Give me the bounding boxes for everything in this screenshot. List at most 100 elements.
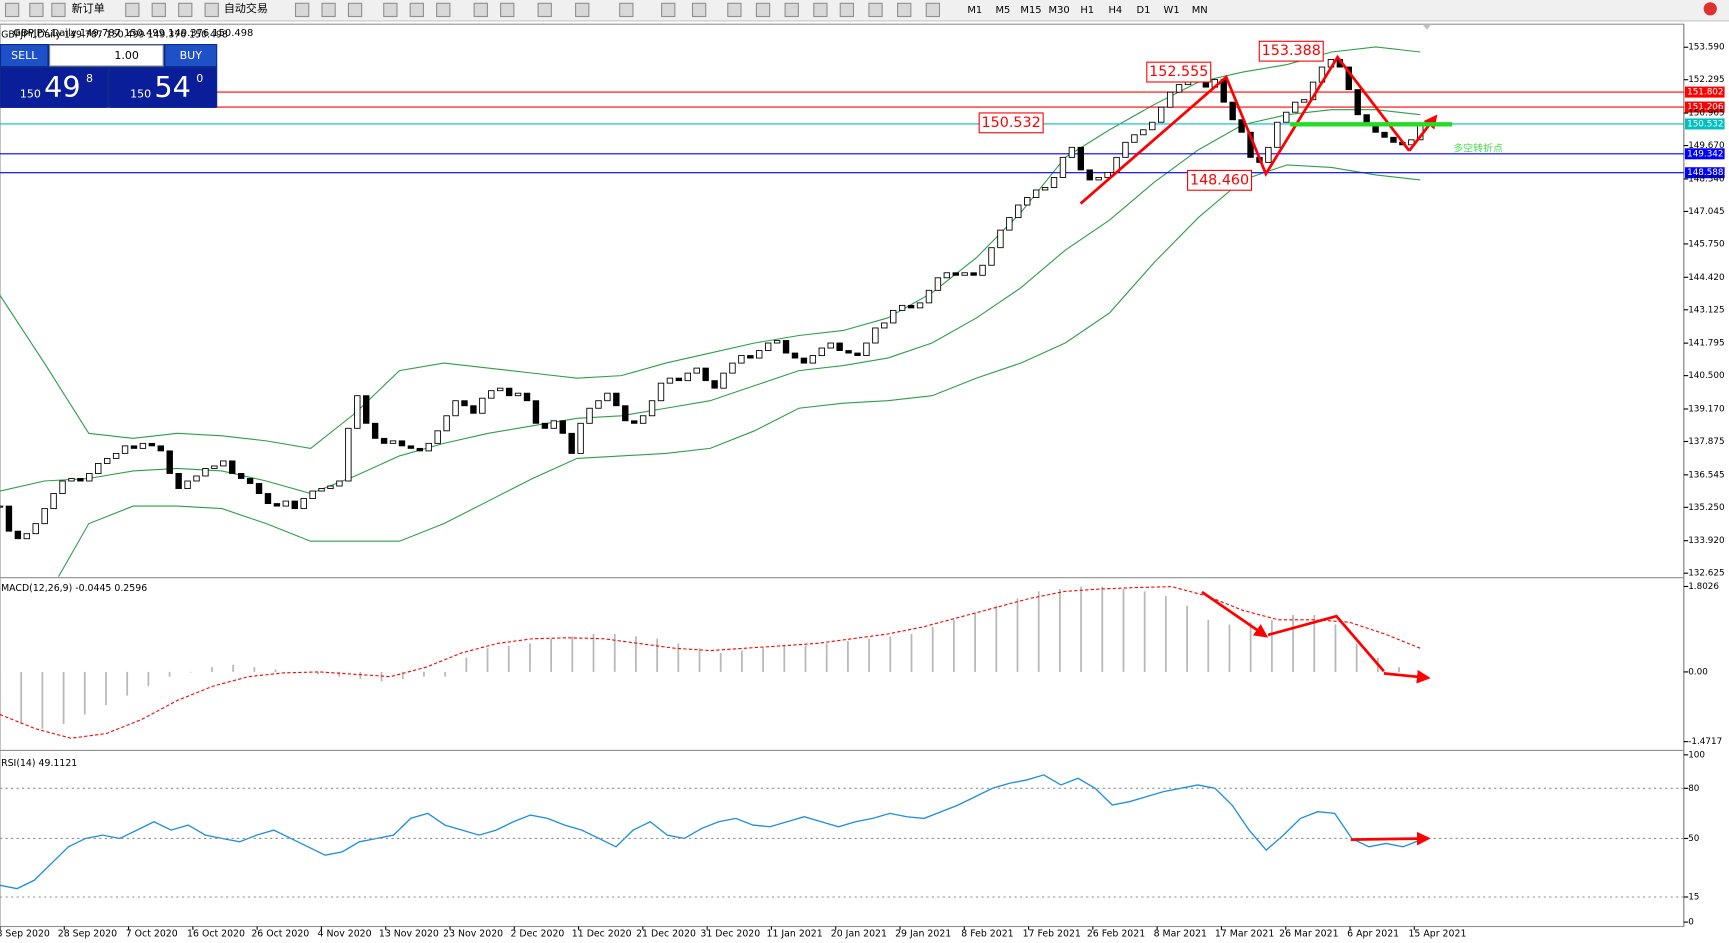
- y-tick-label: 1.8026: [1688, 582, 1719, 592]
- candle: [5, 505, 13, 532]
- new-order-button[interactable]: 新订单: [72, 1, 105, 15]
- candle: [943, 272, 951, 279]
- y-tick-label: 133.920: [1688, 536, 1725, 546]
- tool-icon[interactable]: [29, 2, 44, 18]
- tool-icon[interactable]: [473, 2, 488, 18]
- x-tick-label: 8 Sep 2020: [0, 929, 50, 940]
- tool-icon[interactable]: [125, 2, 140, 18]
- tool-icon[interactable]: [925, 2, 941, 18]
- macd-bar: [232, 664, 235, 672]
- candle: [1077, 146, 1085, 171]
- buy-button[interactable]: [165, 45, 217, 67]
- lots-value[interactable]: 1.00: [114, 49, 139, 62]
- candle: [32, 523, 39, 535]
- macd-bar: [762, 648, 765, 672]
- tool-icon[interactable]: [575, 2, 590, 18]
- candle: [86, 473, 93, 482]
- tool-icon[interactable]: [383, 2, 398, 18]
- price-annotation: 152.555: [1149, 64, 1208, 80]
- auto-trading-button[interactable]: 自动交易: [224, 1, 268, 15]
- tool-icon[interactable]: [897, 2, 912, 18]
- tool-icon[interactable]: [500, 2, 515, 18]
- tool-icon[interactable]: [813, 2, 828, 18]
- macd-bar: [1419, 671, 1422, 674]
- price-annotation: 153.388: [1262, 43, 1321, 59]
- buy-label[interactable]: BUY: [180, 49, 203, 62]
- x-tick-label: 6 Apr 2021: [1347, 929, 1399, 940]
- candle: [1274, 121, 1281, 148]
- notification-badge[interactable]: [1703, 2, 1717, 16]
- timeframe-button[interactable]: M1: [967, 5, 982, 16]
- sell-label[interactable]: SELL: [11, 49, 38, 62]
- macd-bar: [211, 667, 213, 672]
- price-annotation-box: [1146, 61, 1212, 83]
- bid-box[interactable]: [1, 68, 107, 108]
- candle: [1104, 171, 1111, 178]
- tool-icon[interactable]: [727, 2, 742, 18]
- timeframe-button[interactable]: W1: [1164, 5, 1180, 16]
- timeframe-button[interactable]: D1: [1137, 5, 1151, 16]
- y-tick-label: 15: [1688, 893, 1699, 903]
- tool-icon[interactable]: [409, 2, 424, 18]
- tool-icon[interactable]: [294, 2, 310, 18]
- candle: [738, 355, 745, 364]
- candle: [568, 432, 575, 454]
- x-tick-label: 28 Sep 2020: [58, 929, 117, 940]
- candle: [246, 478, 254, 484]
- tool-icon[interactable]: [839, 2, 855, 18]
- y-tick-label: 150.965: [1688, 109, 1724, 119]
- y-tick-label: 148.340: [1688, 174, 1725, 184]
- candle: [23, 533, 30, 540]
- tool-icon[interactable]: [755, 2, 771, 18]
- tool-icon[interactable]: [619, 2, 634, 18]
- candle: [229, 460, 236, 474]
- candle: [782, 340, 790, 354]
- candle: [854, 352, 861, 357]
- candle: [264, 493, 272, 505]
- panel-title: MACD(12,26,9) -0.0445 0.2596: [1, 583, 147, 594]
- candle: [497, 387, 504, 392]
- tool-icon[interactable]: [537, 2, 552, 18]
- y-tick-label: 0: [1688, 918, 1694, 928]
- macd-bar: [1207, 619, 1210, 672]
- tool-icon[interactable]: [51, 2, 66, 18]
- candle: [979, 264, 986, 276]
- tool-icon[interactable]: [868, 2, 883, 18]
- candle: [1229, 101, 1236, 121]
- tool-icon[interactable]: [204, 2, 219, 18]
- candle: [622, 405, 629, 422]
- macd-bar: [359, 671, 362, 680]
- candle: [318, 488, 325, 492]
- y-tick-label: 139.170: [1688, 405, 1725, 415]
- sell-button[interactable]: [1, 45, 48, 67]
- timeframe-button[interactable]: M15: [1020, 5, 1041, 16]
- timeframe-button[interactable]: MN: [1192, 5, 1208, 16]
- x-tick-label: 11 Dec 2020: [572, 929, 632, 940]
- timeframe-button[interactable]: H1: [1080, 5, 1094, 16]
- timeframe-button[interactable]: M30: [1049, 5, 1070, 16]
- tool-icon[interactable]: [321, 2, 336, 18]
- timeframe-button[interactable]: M5: [995, 5, 1010, 16]
- lots-field[interactable]: [49, 44, 164, 67]
- macd-bar: [168, 671, 171, 677]
- candle: [720, 372, 727, 389]
- candle: [541, 422, 549, 429]
- tool-icon[interactable]: [784, 2, 799, 18]
- macd-bar: [995, 605, 998, 672]
- tool-icon[interactable]: [4, 2, 20, 18]
- tool-icon[interactable]: [178, 2, 193, 18]
- y-tick-label: 141.795: [1688, 339, 1724, 349]
- tool-icon[interactable]: [151, 2, 166, 18]
- x-tick-label: 20 Jan 2021: [831, 929, 887, 940]
- timeframe-button[interactable]: H4: [1108, 5, 1122, 16]
- tool-icon[interactable]: [436, 2, 451, 18]
- tool-icon[interactable]: [347, 2, 363, 18]
- ask-big: 150: [130, 88, 151, 101]
- macd-bar: [931, 626, 934, 672]
- tool-icon[interactable]: [661, 2, 676, 18]
- rsi-line: [0, 774, 1421, 890]
- tool-icon[interactable]: [691, 2, 707, 18]
- price-annotation: 148.460: [1190, 172, 1249, 188]
- candle: [907, 304, 915, 309]
- ask-box[interactable]: [110, 68, 217, 108]
